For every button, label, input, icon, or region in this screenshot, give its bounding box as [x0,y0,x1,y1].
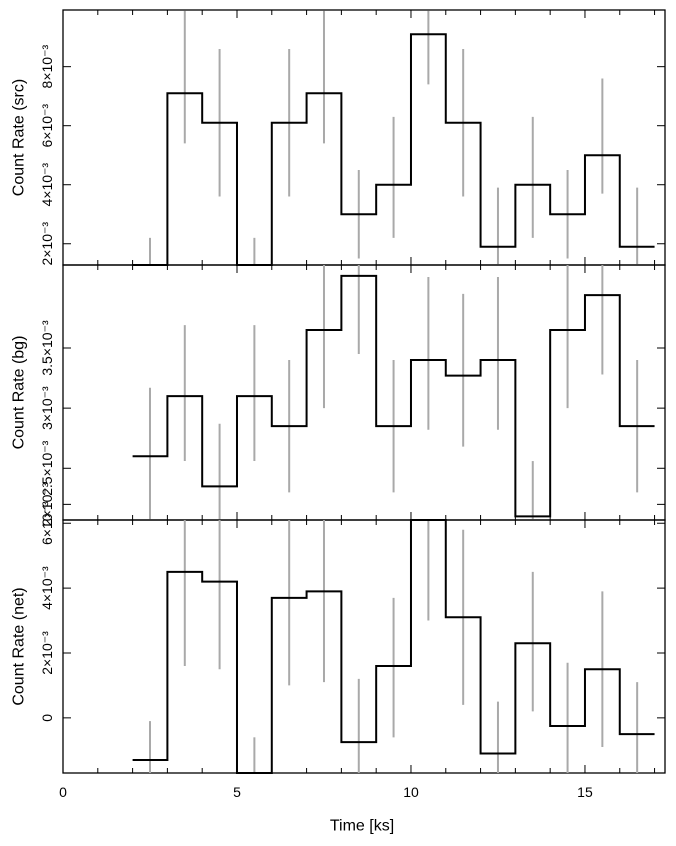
y-tick-label-net: 6×10⁻³ [39,501,55,545]
y-tick-label-bg: 2×10⁻³ [39,482,55,526]
step-line-net [132,519,655,774]
x-axis-title: Time [ks] [330,818,394,835]
y-axis-title-net: Count Rate (net) [11,587,28,705]
panel-frame-src [62,9,666,266]
x-tick-label: 10 [403,784,419,800]
y-tick-label-bg: 2.5×10⁻³ [39,440,55,496]
y-axis-title-bg: Count Rate (bg) [11,336,28,450]
x-tick-label: 5 [233,784,241,800]
y-axis-title-src: Count Rate (src) [11,79,28,196]
y-tick-label-bg: 3.5×10⁻³ [39,320,55,376]
x-tick-label: 15 [577,784,593,800]
step-line-bg [132,274,655,518]
y-tick-label-net: 4×10⁻³ [39,566,55,610]
step-line-src [132,33,655,266]
y-tick-label-net: 2×10⁻³ [39,631,55,675]
panel-frame-net [62,519,666,774]
y-tick-label-net: 0 [39,714,55,722]
panel-frame-bg [62,264,666,521]
x-tick-label: 0 [59,784,67,800]
y-tick-label-src: 4×10⁻³ [39,163,55,207]
y-tick-label-src: 2×10⁻³ [39,222,55,266]
y-tick-label-bg: 3×10⁻³ [39,386,55,430]
y-tick-label-src: 8×10⁻³ [39,45,55,89]
y-tick-label-src: 6×10⁻³ [39,104,55,148]
